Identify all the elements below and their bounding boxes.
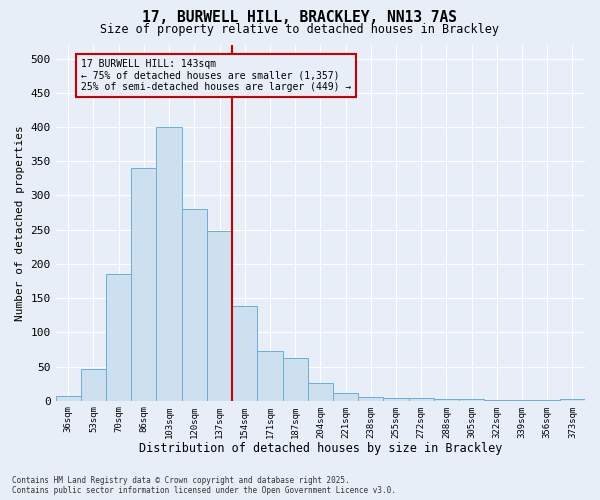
Text: 17 BURWELL HILL: 143sqm
← 75% of detached houses are smaller (1,357)
25% of semi: 17 BURWELL HILL: 143sqm ← 75% of detache… (81, 58, 351, 92)
Bar (257, 352, 283, 401)
Y-axis label: Number of detached properties: Number of detached properties (15, 125, 25, 320)
Bar (333, 393, 358, 400)
Bar (358, 396, 383, 400)
Bar (182, 209, 207, 400)
X-axis label: Distribution of detached houses by size in Brackley: Distribution of detached houses by size … (139, 442, 502, 455)
Bar (131, 168, 157, 400)
Bar (232, 306, 257, 400)
Bar (383, 398, 409, 400)
Bar (56, 396, 81, 400)
Bar (308, 383, 333, 400)
Bar (283, 358, 308, 401)
Text: 17, BURWELL HILL, BRACKLEY, NN13 7AS: 17, BURWELL HILL, BRACKLEY, NN13 7AS (143, 10, 458, 25)
Bar (157, 127, 182, 400)
Text: Size of property relative to detached houses in Brackley: Size of property relative to detached ho… (101, 22, 499, 36)
Bar (81, 368, 106, 400)
Text: Contains HM Land Registry data © Crown copyright and database right 2025.
Contai: Contains HM Land Registry data © Crown c… (12, 476, 396, 495)
Bar (106, 274, 131, 400)
Bar (207, 231, 232, 400)
Bar (409, 398, 434, 400)
